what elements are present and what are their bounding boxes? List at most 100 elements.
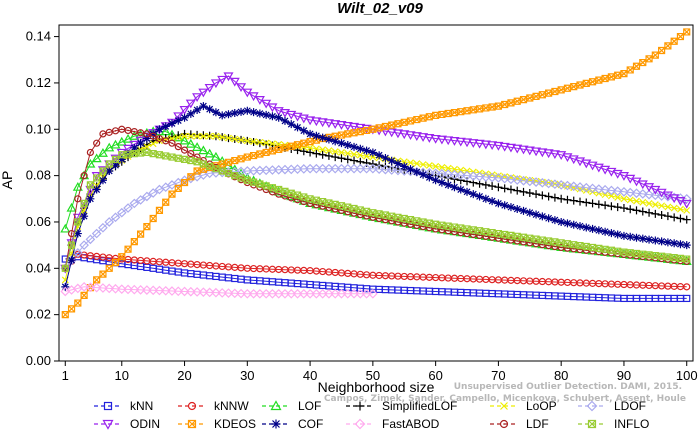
data-point — [86, 181, 94, 189]
data-point — [457, 166, 465, 174]
data-point-dot — [146, 133, 148, 135]
data-point — [218, 111, 227, 120]
data-point — [92, 185, 101, 194]
data-point — [457, 108, 465, 116]
data-point — [306, 138, 314, 146]
data-point — [97, 166, 108, 176]
data-point — [154, 285, 165, 296]
data-point — [406, 117, 415, 125]
data-point — [80, 212, 89, 221]
data-point — [444, 164, 452, 172]
data-point — [455, 170, 466, 181]
watermark-line-1: Unsupervised Outlier Detection. DAMI, 20… — [454, 382, 682, 392]
data-point — [74, 195, 82, 203]
data-point-dot — [152, 135, 154, 138]
data-point — [594, 226, 603, 235]
data-point — [570, 83, 578, 91]
data-point — [488, 197, 497, 206]
legend-label: kNN — [130, 399, 153, 413]
data-point — [193, 132, 201, 140]
data-point — [287, 120, 296, 129]
legend-item-odin: ODIN — [94, 417, 160, 431]
data-point-dot — [441, 229, 443, 231]
data-point — [74, 299, 82, 307]
data-point-dot — [478, 234, 481, 237]
data-point-dot — [171, 142, 173, 144]
data-point — [324, 135, 333, 144]
data-point — [593, 184, 604, 194]
data-point — [550, 216, 559, 225]
data-point — [61, 264, 69, 272]
legend-label: LoOP — [526, 399, 557, 413]
series-inflo — [61, 148, 691, 272]
data-point — [469, 190, 478, 199]
data-point — [658, 46, 666, 55]
data-point-dot — [365, 215, 368, 217]
legend-item-ldof: LDOF — [578, 399, 646, 413]
data-point — [130, 143, 139, 152]
data-point — [319, 146, 327, 154]
data-point — [386, 128, 397, 138]
data-point-dot — [177, 145, 180, 148]
data-point — [474, 139, 485, 149]
data-point — [179, 135, 190, 145]
data-point-dot — [541, 243, 544, 246]
data-point — [355, 123, 366, 133]
data-point — [519, 187, 528, 196]
data-point — [450, 183, 459, 192]
data-point — [494, 183, 503, 192]
data-point — [456, 185, 465, 194]
data-point — [143, 143, 151, 151]
x-tick-label: 60 — [428, 368, 442, 383]
data-point — [267, 288, 278, 299]
data-point — [619, 231, 628, 240]
data-point — [576, 222, 585, 231]
data-point — [123, 284, 133, 295]
data-point — [683, 283, 691, 291]
data-point — [98, 176, 107, 185]
data-point — [362, 146, 371, 155]
data-point — [500, 184, 509, 193]
data-point — [438, 110, 446, 119]
data-point — [275, 145, 283, 153]
data-point — [563, 195, 572, 204]
data-point — [545, 89, 553, 97]
data-point — [67, 305, 76, 313]
data-point-dot — [102, 133, 104, 135]
data-point — [93, 276, 101, 284]
data-point-dot — [516, 240, 519, 242]
data-point — [243, 153, 251, 161]
data-point — [631, 188, 642, 199]
data-point — [436, 135, 447, 145]
data-point — [318, 150, 327, 159]
data-point — [425, 162, 433, 169]
data-point-dot — [70, 232, 73, 235]
data-point — [97, 148, 108, 157]
data-point — [250, 138, 258, 145]
data-point — [317, 163, 328, 174]
x-tick-label: 70 — [491, 368, 505, 383]
data-point — [187, 150, 195, 158]
data-point — [231, 135, 239, 143]
data-point — [273, 288, 284, 299]
data-point — [525, 189, 534, 197]
data-point — [501, 100, 509, 109]
data-point — [645, 235, 654, 244]
data-point — [670, 37, 678, 45]
data-point — [499, 142, 510, 152]
data-point — [123, 144, 134, 154]
data-point — [544, 192, 553, 201]
data-point — [292, 112, 303, 122]
data-point — [98, 222, 108, 233]
y-tick-label: 0.14 — [26, 29, 51, 44]
data-point — [499, 419, 509, 429]
data-point-dot — [108, 131, 111, 134]
data-point — [386, 165, 397, 175]
data-point — [437, 178, 446, 187]
data-point — [330, 163, 341, 174]
data-point — [588, 224, 597, 233]
data-point — [532, 92, 540, 100]
data-point-dot — [196, 156, 198, 158]
data-point-dot — [321, 205, 324, 208]
data-point — [193, 167, 201, 175]
